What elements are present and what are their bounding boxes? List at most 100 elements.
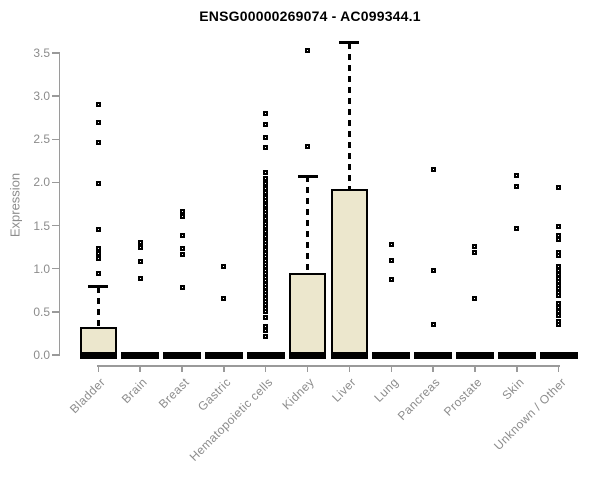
y-axis-tick [52, 354, 59, 356]
outlier-point-breast [179, 233, 185, 239]
x-category-label-skin: Skin [499, 375, 527, 403]
y-axis-tick [52, 52, 59, 54]
x-axis-tick [306, 365, 309, 372]
y-axis-tick [52, 181, 59, 184]
x-axis-tick [557, 365, 560, 372]
outlier-point-pancreas [430, 267, 436, 273]
y-axis-tick [52, 311, 59, 313]
outlier-point-brain [137, 244, 143, 250]
outlier-point-unknown-other [556, 253, 562, 259]
outlier-point-hematopoietic-cells [263, 169, 269, 175]
chart-title: ENSG00000269074 - AC099344.1 [199, 8, 421, 24]
x-category-label-bladder: Bladder [67, 375, 109, 417]
x-category-label-breast: Breast [155, 375, 192, 412]
outlier-point-unknown-other [556, 322, 562, 328]
box-kidney [289, 273, 327, 355]
outlier-point-pancreas [430, 322, 436, 328]
outlier-point-breast [179, 251, 185, 257]
outlier-point-hematopoietic-cells [263, 328, 269, 334]
whisker-liver [348, 42, 351, 190]
x-category-label-liver: Liver [329, 375, 360, 405]
y-axis-tick [52, 267, 59, 270]
outlier-point-unknown-other [556, 305, 562, 311]
outlier-point-unknown-other [556, 292, 562, 298]
y-tick-label: 1.0 [33, 261, 50, 276]
x-category-label-prostate: Prostate [441, 375, 485, 419]
outlier-point-bladder [95, 255, 101, 261]
flat-box-prostate [455, 352, 494, 359]
x-category-label-pancreas: Pancreas [394, 375, 443, 424]
outlier-point-skin [514, 184, 520, 190]
whisker-cap-bladder [88, 285, 109, 289]
flat-box-lung [372, 352, 411, 359]
y-tick-label: 2.0 [33, 175, 50, 190]
outlier-point-breast [179, 285, 185, 291]
outlier-point-breast [179, 214, 185, 220]
y-tick-label: 0.5 [33, 304, 50, 319]
outlier-point-bladder [95, 180, 101, 186]
outlier-point-hematopoietic-cells [263, 333, 269, 339]
outlier-point-bladder [95, 119, 101, 125]
x-category-label-kidney: Kidney [279, 375, 318, 413]
outlier-point-gastric [221, 263, 227, 269]
outlier-point-bladder [95, 227, 101, 233]
outlier-point-gastric [221, 295, 227, 301]
x-axis-tick [474, 365, 476, 372]
outlier-point-hematopoietic-cells [263, 175, 269, 181]
y-tick-label: 3.5 [33, 45, 50, 60]
outlier-point-brain [137, 275, 143, 281]
outlier-point-hematopoietic-cells [263, 314, 269, 320]
y-axis-line [58, 52, 60, 356]
y-tick-label: 3.0 [33, 89, 50, 104]
outlier-point-hematopoietic-cells [263, 190, 269, 196]
outlier-point-bladder [95, 250, 101, 256]
x-axis-tick [264, 365, 267, 372]
flat-box-gastric [204, 352, 243, 359]
x-axis-tick [97, 365, 100, 372]
outlier-point-prostate [472, 243, 478, 249]
x-category-label-gastric: Gastric [194, 375, 234, 414]
outlier-point-unknown-other [556, 300, 562, 306]
flat-box-hematopoietic-cells [246, 352, 285, 359]
median-liver [330, 352, 368, 359]
y-axis-tick [52, 138, 59, 141]
whisker-cap-kidney [297, 174, 318, 178]
outlier-point-pancreas [430, 166, 436, 172]
outlier-point-skin [514, 225, 520, 231]
outlier-point-breast [179, 245, 185, 251]
outlier-point-unknown-other [556, 267, 562, 273]
x-category-label-lung: Lung [371, 375, 402, 405]
outlier-point-prostate [472, 295, 478, 301]
outlier-point-brain [137, 240, 143, 246]
outlier-point-skin [514, 173, 520, 179]
outlier-point-unknown-other [556, 223, 562, 229]
median-kidney [289, 352, 327, 359]
outlier-point-unknown-other [556, 236, 562, 242]
flat-box-skin [497, 352, 536, 359]
whisker-kidney [306, 176, 309, 274]
y-axis-tick [52, 95, 59, 97]
flat-box-pancreas [414, 352, 453, 359]
y-tick-label: 0.0 [33, 348, 50, 362]
outlier-point-kidney [305, 47, 311, 53]
median-bladder [79, 352, 117, 359]
x-category-label-hematopoietic-cells: Hematopoietic cells [186, 375, 276, 464]
y-tick-label: 2.5 [33, 132, 50, 147]
x-axis-tick [516, 365, 518, 372]
x-axis-tick [390, 365, 392, 372]
x-axis-tick [223, 365, 225, 372]
box-bladder [79, 326, 117, 355]
outlier-point-hematopoietic-cells [263, 122, 269, 128]
flat-box-brain [121, 352, 160, 359]
outlier-point-hematopoietic-cells [263, 180, 269, 186]
box-liver [330, 189, 368, 355]
outlier-point-prostate [472, 249, 478, 255]
outlier-point-lung [388, 242, 394, 248]
outlier-point-kidney [305, 143, 311, 149]
x-axis-tick [432, 365, 434, 372]
outlier-point-lung [388, 276, 394, 282]
outlier-point-bladder [95, 246, 101, 252]
outlier-point-bladder [95, 270, 101, 276]
flat-box-unknown-other [539, 352, 578, 359]
